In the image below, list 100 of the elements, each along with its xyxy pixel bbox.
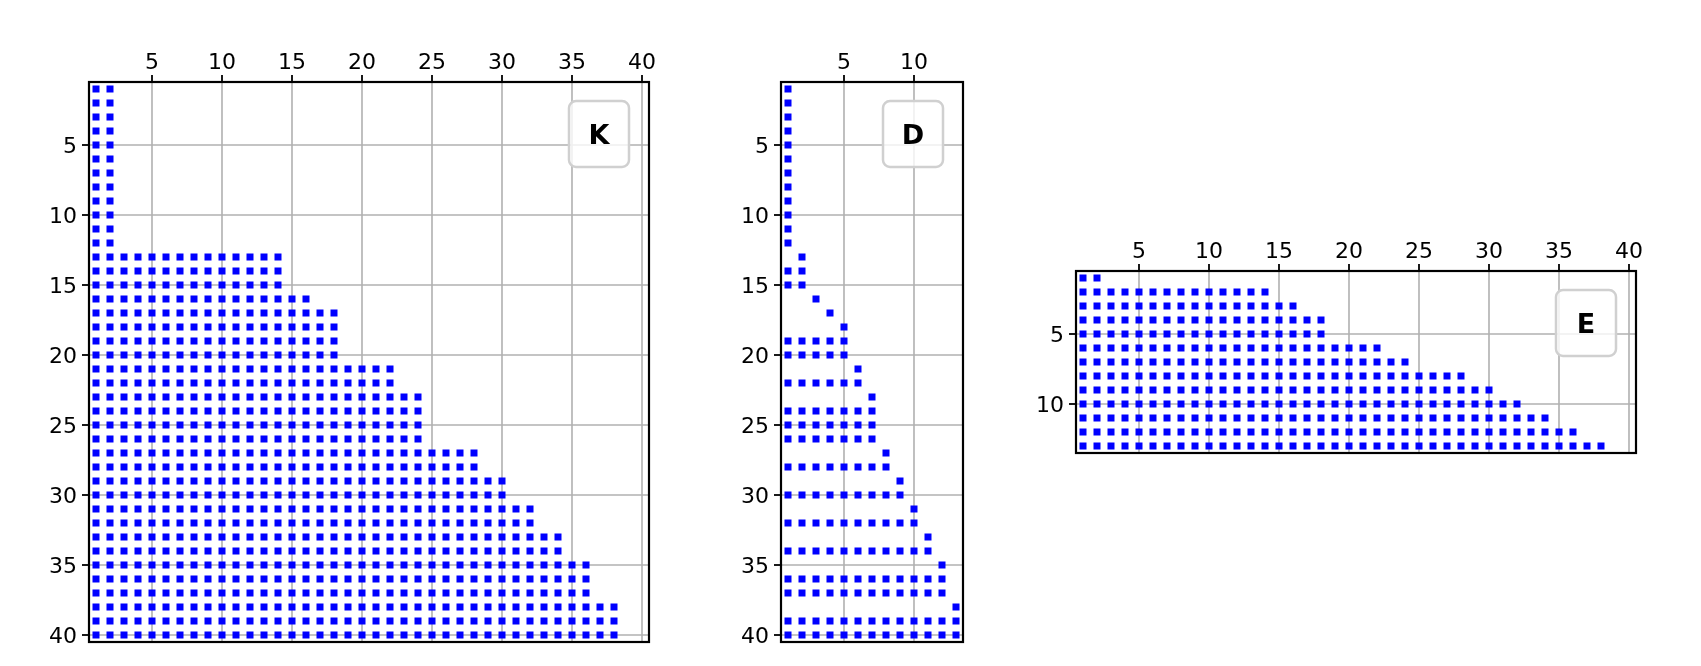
point <box>246 505 254 513</box>
point <box>204 295 212 303</box>
point <box>1499 442 1507 450</box>
point <box>1261 428 1269 436</box>
point <box>176 253 184 261</box>
point <box>1233 330 1241 338</box>
point <box>826 631 834 639</box>
point <box>148 449 156 457</box>
point <box>106 197 114 205</box>
point <box>484 491 492 499</box>
point <box>868 421 876 429</box>
point <box>784 351 792 359</box>
point <box>316 365 324 373</box>
point <box>372 589 380 597</box>
point <box>414 421 422 429</box>
point <box>302 309 310 317</box>
point <box>442 603 450 611</box>
point <box>190 561 198 569</box>
point <box>1303 442 1311 450</box>
y-tick-label: 30 <box>741 482 769 508</box>
point <box>176 603 184 611</box>
point <box>176 337 184 345</box>
y-tick-label: 20 <box>741 342 769 368</box>
point <box>204 379 212 387</box>
point <box>1303 344 1311 352</box>
point <box>134 547 142 555</box>
point <box>120 351 128 359</box>
point <box>92 365 100 373</box>
point <box>456 449 464 457</box>
point <box>106 631 114 639</box>
point <box>784 463 792 471</box>
point <box>218 253 226 261</box>
point <box>106 575 114 583</box>
point <box>1121 302 1129 310</box>
point <box>176 617 184 625</box>
point <box>134 281 142 289</box>
point <box>204 253 212 261</box>
point <box>1079 330 1087 338</box>
point <box>218 421 226 429</box>
point <box>134 463 142 471</box>
point <box>1345 358 1353 366</box>
point <box>1093 386 1101 394</box>
point <box>358 421 366 429</box>
point <box>218 561 226 569</box>
point <box>798 491 806 499</box>
point <box>260 407 268 415</box>
point <box>1163 428 1171 436</box>
point <box>1373 386 1381 394</box>
point <box>302 421 310 429</box>
point <box>400 505 408 513</box>
point <box>232 323 240 331</box>
point <box>190 589 198 597</box>
point <box>512 631 520 639</box>
point <box>260 435 268 443</box>
point <box>92 407 100 415</box>
point <box>260 631 268 639</box>
point <box>854 379 862 387</box>
point <box>1303 372 1311 380</box>
point <box>1261 344 1269 352</box>
point <box>120 435 128 443</box>
point <box>414 547 422 555</box>
point <box>910 617 918 625</box>
point <box>358 575 366 583</box>
point <box>498 617 506 625</box>
x-tick-label: 10 <box>1195 238 1223 263</box>
point <box>148 575 156 583</box>
point <box>540 561 548 569</box>
point <box>414 435 422 443</box>
point <box>840 463 848 471</box>
point <box>274 309 282 317</box>
point <box>1163 400 1171 408</box>
point <box>162 393 170 401</box>
point <box>386 463 394 471</box>
point <box>134 491 142 499</box>
point <box>798 281 806 289</box>
point <box>1471 400 1479 408</box>
point <box>344 589 352 597</box>
point <box>274 449 282 457</box>
point <box>148 533 156 541</box>
point <box>428 491 436 499</box>
point <box>106 183 114 191</box>
point <box>1359 386 1367 394</box>
point <box>1275 414 1283 422</box>
point <box>1149 442 1157 450</box>
point <box>218 575 226 583</box>
point <box>1513 428 1521 436</box>
point <box>554 617 562 625</box>
x-tick-label: 20 <box>1335 238 1363 263</box>
point <box>92 169 100 177</box>
point <box>176 351 184 359</box>
point <box>798 253 806 261</box>
point <box>302 379 310 387</box>
point <box>358 463 366 471</box>
point <box>826 463 834 471</box>
point <box>344 477 352 485</box>
point <box>1107 316 1115 324</box>
point <box>554 547 562 555</box>
point <box>1233 372 1241 380</box>
point <box>784 197 792 205</box>
point <box>1219 302 1227 310</box>
